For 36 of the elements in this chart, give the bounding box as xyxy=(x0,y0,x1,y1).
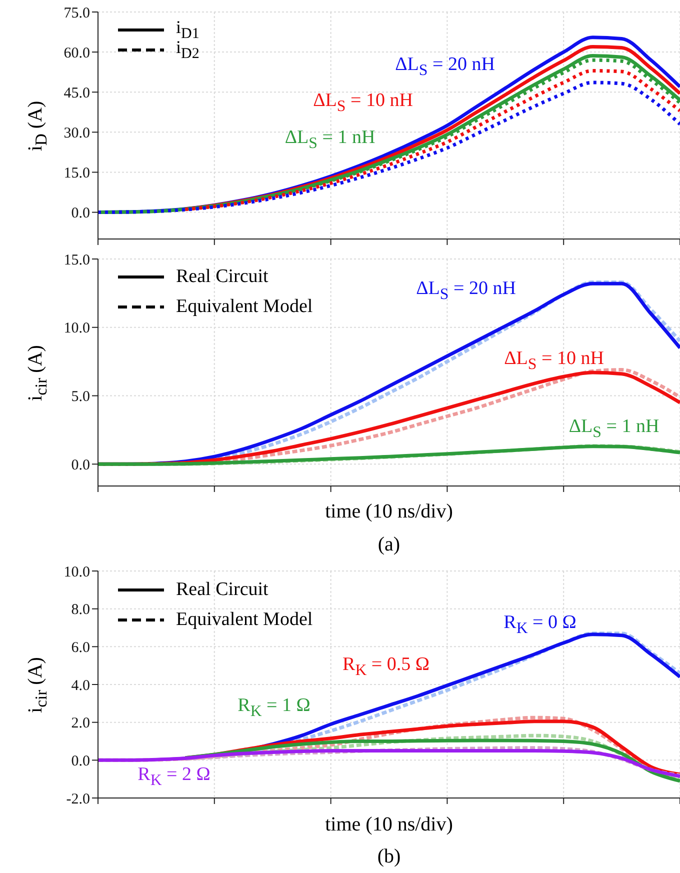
annotation: Equivalent Model xyxy=(176,296,313,318)
y-tick-label: -2.0 xyxy=(66,791,90,808)
y-tick-label: 0.0 xyxy=(71,753,90,770)
series-label: ΔL$_{S}$ = 1 nH xyxy=(568,416,660,442)
y-tick-label: 10.0 xyxy=(64,320,90,337)
series-label: ΔL$_{S}$ = 20 nH xyxy=(395,54,495,80)
series-label: ΔL$_{S}$ = 10 nH xyxy=(313,90,413,116)
y-tick-label: 0.0 xyxy=(71,206,90,222)
line-series xyxy=(212,734,680,779)
y-tick-label: 45.0 xyxy=(64,85,90,102)
series-label: R$_{K}$ = 0 Ω xyxy=(504,612,576,638)
y-tick-label: 5.0 xyxy=(71,389,90,406)
series-label: ΔL$_{S}$ = 10 nH xyxy=(504,348,604,374)
y-tick-label: 0.0 xyxy=(71,457,90,474)
y-tick-label: 6.0 xyxy=(71,640,90,656)
x-axis-title: time (10 ns/div) xyxy=(325,500,453,524)
annotation: Equivalent Model xyxy=(176,609,313,631)
series-label: R$_{K}$ = 1 Ω xyxy=(238,695,310,721)
annotation: Real Circuit xyxy=(176,579,268,601)
y-tick-label: 15.0 xyxy=(64,252,90,268)
series-label: R$_{K}$ = 2 Ω xyxy=(138,764,210,790)
y-tick-label: 8.0 xyxy=(71,602,90,618)
y-tick-label: 15.0 xyxy=(64,166,90,182)
y-tick-label: 2.0 xyxy=(71,716,90,732)
annotation: Real Circuit xyxy=(176,266,268,288)
text: R$_{K}$ = 0.5 Ω xyxy=(342,654,430,680)
y-tick-label: 60.0 xyxy=(64,45,90,62)
x-axis-title: time (10 ns/div) xyxy=(325,814,453,836)
text: (a) xyxy=(378,534,400,556)
y-tick-label: 10.0 xyxy=(64,564,90,580)
series-label: ΔL$_{S}$ = 20 nH xyxy=(416,278,516,304)
y-tick-label: 4.0 xyxy=(71,678,90,694)
y-tick-label: 30.0 xyxy=(64,126,90,142)
series-label: ΔL$_{S}$ = 1 nH xyxy=(284,127,376,153)
text: (b) xyxy=(377,846,401,868)
y-tick-label: 75.0 xyxy=(64,5,90,22)
